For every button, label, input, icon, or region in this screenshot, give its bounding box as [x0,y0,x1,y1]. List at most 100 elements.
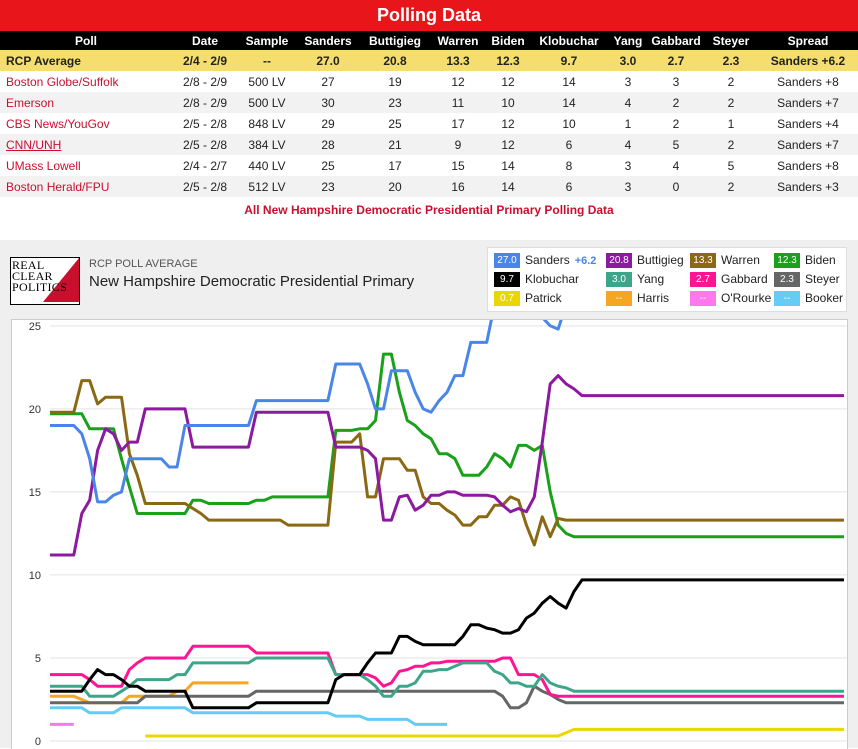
table-row: CBS News/YouGov 2/5 - 2/8 848 LV 29 25 1… [0,113,858,134]
logo-word: POLITICS [12,280,68,294]
legend-item[interactable]: 27.0 Sanders +6.2 [494,253,596,268]
series-line-klobuchar[interactable] [50,578,844,710]
legend-value: -- [690,291,716,306]
table-cell: 12.3 [486,50,530,71]
table-cell: 14 [486,176,530,197]
table-cell: 2 [704,92,758,113]
table-cell: 440 LV [248,158,286,173]
table-cell: 6 [530,176,608,197]
logo-text: REAL CLEAR POLITICS [12,259,68,294]
y-tick-label: 25 [29,321,41,333]
legend-item[interactable]: -- Booker [774,291,843,306]
poll-link[interactable]: Boston Globe/Suffolk [6,74,119,89]
col-header-date: Date [172,31,238,50]
table-cell: 2/4 - 2/9 [172,50,238,71]
legend-value: 27.0 [494,253,520,268]
y-tick-label: 15 [29,487,41,499]
table-cell: 14 [530,92,608,113]
legend-name: Yang [637,272,665,286]
legend-value: 2.7 [690,272,716,287]
col-header-warren: Warren [430,31,486,50]
col-header-yang: Yang [608,31,648,50]
legend-name: Steyer [805,272,840,286]
legend-value: -- [774,291,800,306]
table-cell: 12 [501,116,515,131]
table-cell: 10 [486,92,530,113]
table-cell: 0 [648,176,704,197]
table-cell: 2/4 - 2/7 [182,158,228,173]
poll-link[interactable]: UMass Lowell [6,158,81,173]
legend-value: 20.8 [606,253,632,268]
col-header-sanders: Sanders [296,31,360,50]
legend-item[interactable]: 2.3 Steyer [774,272,840,287]
legend-item[interactable]: 3.0 Yang [606,272,664,287]
legend-item[interactable]: 0.7 Patrick [494,291,562,306]
poll-link[interactable]: CBS News/YouGov [6,116,110,131]
legend-item[interactable]: 20.8 Buttigieg [606,253,684,268]
series-line-patrick[interactable] [145,727,844,738]
table-cell: 2/5 - 2/8 [172,134,238,155]
rcp-average-row: RCP Average 2/4 - 2/9 -- 27.0 20.8 13.3 … [0,50,858,71]
table-cell: 30 [296,92,360,113]
legend-value: 0.7 [494,291,520,306]
table-cell: 25 [388,116,402,131]
legend-item[interactable]: 13.3 Warren [690,253,760,268]
table-cell: RCP Average [0,50,172,71]
series-line-buttigieg[interactable] [50,374,844,557]
series-line-yang[interactable] [50,656,844,698]
table-row: Emerson 2/8 - 2/9 500 LV 30 23 11 10 14 … [0,92,858,113]
legend-item[interactable]: 2.7 Gabbard [690,272,768,287]
table-cell: 500 LV [238,92,296,113]
table-cell: 3 [608,176,648,197]
legend-item[interactable]: -- O'Rourke [690,291,771,306]
table-row: Boston Herald/FPU 2/5 - 2/8 512 LV 23 20… [0,176,858,197]
all-polling-data-link[interactable]: All New Hampshire Democratic Presidentia… [244,203,614,217]
legend-value: 2.3 [774,272,800,287]
series-line-sanders[interactable] [50,320,844,504]
table-cell: 3 [624,74,632,89]
table-cell: 848 LV [248,116,286,131]
table-cell: 9 [430,134,486,155]
poll-link[interactable]: CNN/UNH [0,134,172,155]
table-cell: 512 LV [238,176,296,197]
y-tick-label: 5 [35,653,41,665]
legend-item[interactable]: 9.7 Klobuchar [494,272,579,287]
table-cell: 19 [388,74,402,89]
table-cell: 6 [530,134,608,155]
table-cell: 21 [360,134,430,155]
table-row: Boston Globe/Suffolk 2/8 - 2/9 500 LV 27… [0,71,858,92]
table-cell: 5 [648,134,704,155]
series-line-warren[interactable] [50,379,844,547]
table-cell: 14 [501,158,515,173]
table-cell: Sanders +8 [777,158,839,173]
table-cell: 8 [565,158,573,173]
table-cell: 4 [608,92,648,113]
table-cell: 11 [430,92,486,113]
table-cell: Sanders +8 [777,74,839,89]
y-tick-label: 10 [29,570,41,582]
table-cell: 13.3 [430,50,486,71]
table-cell: 14 [562,74,576,89]
chart-title: New Hampshire Democratic Presidential Pr… [89,273,415,290]
table-cell: 1 [624,116,632,131]
table-cell: 2.7 [648,50,704,71]
legend-name: Warren [721,253,760,267]
legend-item[interactable]: -- Harris [606,291,669,306]
table-cell: 2.3 [704,50,758,71]
poll-link[interactable]: Boston Herald/FPU [0,176,172,197]
table-cell: 20.8 [360,50,430,71]
series-line-steyer[interactable] [50,684,844,710]
table-cell: 28 [296,134,360,155]
legend-item[interactable]: 12.3 Biden [774,253,836,268]
col-header-steyer: Steyer [704,31,758,50]
series-line-biden[interactable] [50,352,844,539]
legend-name: Buttigieg [637,253,684,267]
series-line-booker[interactable] [50,706,447,726]
polling-table: Poll Date Sample Sanders Buttigieg Warre… [0,31,858,197]
table-cell: 2/8 - 2/9 [172,92,238,113]
table-cell: Sanders +7 [758,134,858,155]
poll-link[interactable]: Emerson [0,92,172,113]
table-cell: 12 [451,74,465,89]
chart-subtitle: RCP POLL AVERAGE [89,258,198,270]
series-line-gabbard[interactable] [50,644,844,698]
